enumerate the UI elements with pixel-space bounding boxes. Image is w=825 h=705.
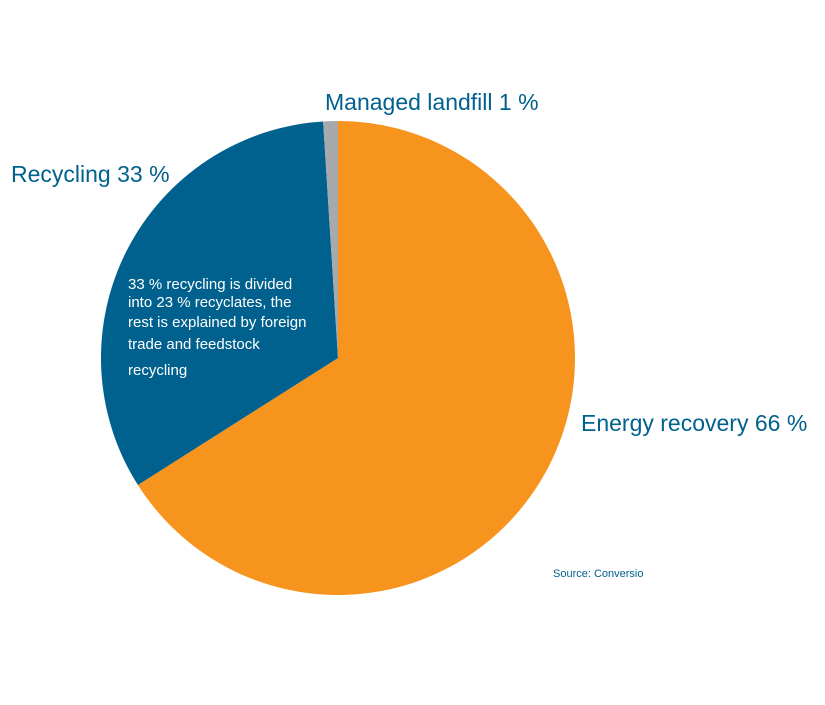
annotation-line: recycling	[128, 362, 187, 379]
pie-slice-managed-landfill	[323, 121, 338, 358]
slice-label-energy-recovery: Energy recovery 66 %	[581, 410, 807, 436]
annotation-line: rest is explained by foreign	[128, 314, 306, 331]
pie-slices	[100, 121, 575, 595]
source-note: Source: Conversio	[553, 568, 644, 580]
pie-slice-energy-recovery	[137, 121, 575, 595]
annotation-line: trade and feedstock	[128, 336, 260, 353]
annotation-line: 33 % recycling is divided	[128, 276, 292, 293]
annotation-line: into 23 % recyclates, the	[128, 294, 291, 311]
recycling-annotation: 33 % recycling is divided into 23 % recy…	[128, 276, 306, 379]
slice-label-recycling: Recycling 33 %	[11, 161, 170, 187]
pie-slice-recycling	[100, 121, 339, 485]
slice-label-managed-landfill: Managed landfill 1 %	[325, 89, 539, 115]
